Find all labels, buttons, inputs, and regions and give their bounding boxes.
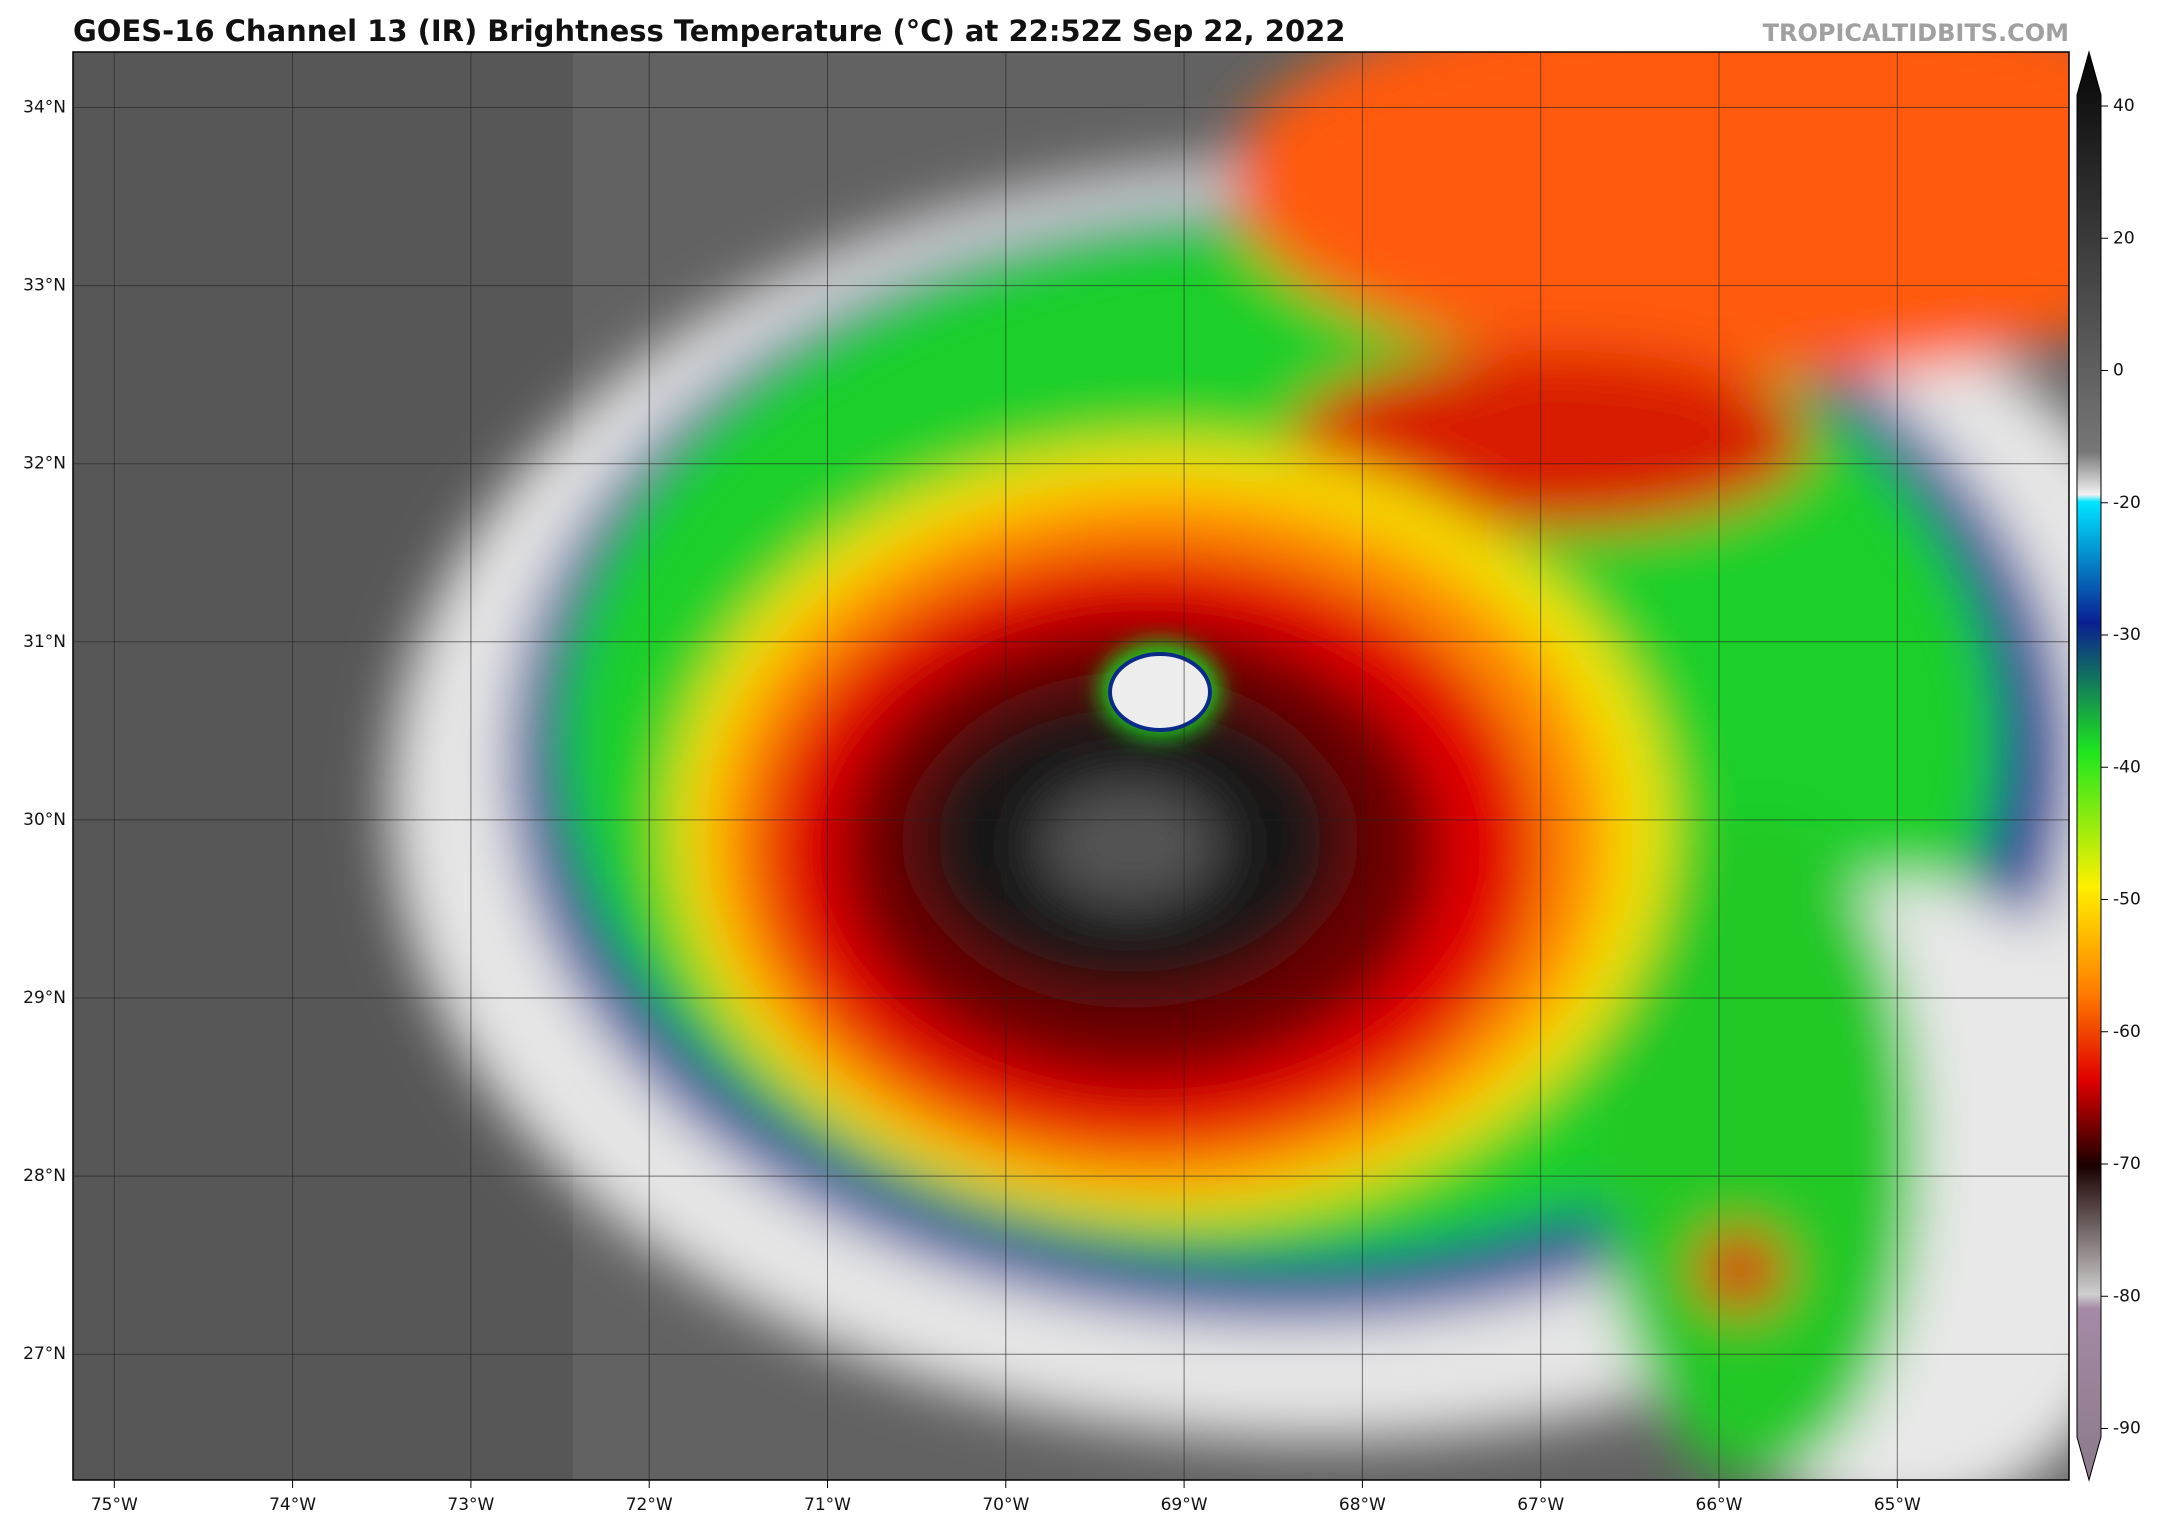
colorbar-tick-label: 20 bbox=[2113, 228, 2135, 248]
latitude-label: 29°N bbox=[23, 988, 66, 1008]
longitude-label: 72°W bbox=[626, 1495, 673, 1515]
colorbar bbox=[2076, 50, 2102, 1482]
colorbar-scale bbox=[2076, 50, 2102, 1482]
credit: TROPICALTIDBITS.COM bbox=[1763, 19, 2069, 47]
colorbar-tick-label: -90 bbox=[2113, 1419, 2141, 1439]
longitude-label: 66°W bbox=[1696, 1495, 1743, 1515]
latitude-label: 27°N bbox=[23, 1344, 66, 1364]
colorbar-tick-label: -80 bbox=[2113, 1286, 2141, 1306]
colorbar-tick-label: -40 bbox=[2113, 757, 2141, 777]
colorbar-tick-label: -20 bbox=[2113, 493, 2141, 513]
ir-imagery bbox=[73, 52, 2069, 1480]
longitude-label: 74°W bbox=[269, 1495, 316, 1515]
colorbar-tick-label: -60 bbox=[2113, 1022, 2141, 1042]
latitude-label: 28°N bbox=[23, 1166, 66, 1186]
colorbar-tick-label: -70 bbox=[2113, 1154, 2141, 1174]
latitude-label: 31°N bbox=[23, 632, 66, 652]
longitude-label: 75°W bbox=[91, 1495, 138, 1515]
colorbar-tick-label: -50 bbox=[2113, 890, 2141, 910]
longitude-label: 73°W bbox=[447, 1495, 494, 1515]
colorbar-tick-label: 40 bbox=[2113, 96, 2135, 116]
longitude-label: 69°W bbox=[1161, 1495, 1208, 1515]
colorbar-tick-label: 0 bbox=[2113, 361, 2124, 381]
map-frame bbox=[72, 51, 2070, 1481]
latitude-label: 30°N bbox=[23, 810, 66, 830]
latitude-label: 32°N bbox=[23, 454, 66, 474]
latitude-label: 33°N bbox=[23, 276, 66, 296]
longitude-label: 68°W bbox=[1339, 1495, 1386, 1515]
longitude-label: 70°W bbox=[982, 1495, 1029, 1515]
graticule bbox=[73, 52, 2069, 1480]
longitude-label: 65°W bbox=[1874, 1495, 1921, 1515]
title: GOES-16 Channel 13 (IR) Brightness Tempe… bbox=[73, 14, 1346, 48]
colorbar-tick-label: -30 bbox=[2113, 625, 2141, 645]
longitude-label: 71°W bbox=[804, 1495, 851, 1515]
latitude-label: 34°N bbox=[23, 98, 66, 118]
longitude-label: 67°W bbox=[1517, 1495, 1564, 1515]
